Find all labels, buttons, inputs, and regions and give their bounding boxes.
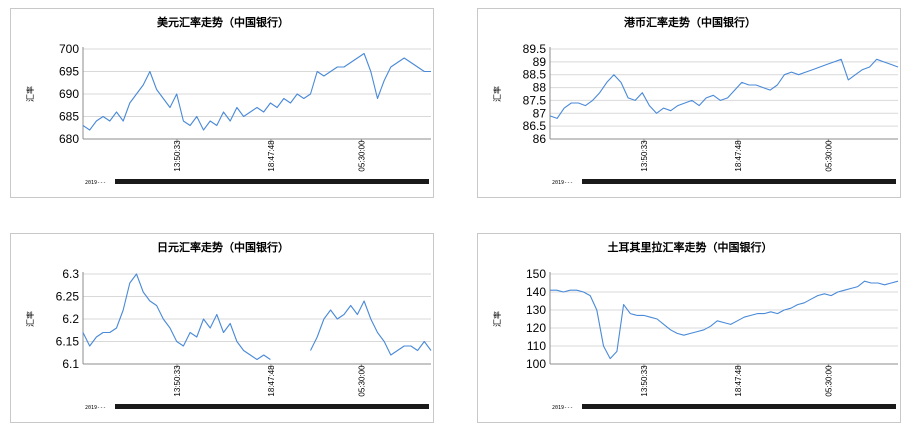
x-crowded-labels-band: [115, 404, 429, 409]
series-line: [550, 280, 899, 360]
y-tick-label: 140: [526, 285, 546, 299]
y-tick-label: 120: [526, 321, 546, 335]
series-line: [82, 52, 431, 131]
y-tick-label: 89.5: [523, 42, 547, 56]
y-tick-label: 89: [533, 55, 547, 69]
chart-title: 土耳其里拉汇率走势（中国银行）: [608, 240, 773, 254]
chart-title: 港币汇率走势（中国银行）: [624, 15, 756, 29]
x-tick-label: 05:30:00: [357, 365, 366, 397]
chart-panel-hkd: 港币汇率走势（中国银行） 86 86.5 87 87.5 88 88.5 89 89.5 汇率 13…: [477, 8, 901, 198]
x-tick-label: 13:50:33: [640, 140, 649, 172]
x-crowded-labels: 2019---: [552, 180, 573, 186]
x-crowded-labels-band: [582, 179, 896, 184]
try-rate-chart: 土耳其里拉汇率走势（中国银行） 100 110 120 130 140 150 汇率 13:50…: [492, 240, 899, 411]
y-tick-label: 110: [527, 339, 546, 353]
y-tick-label: 6.2: [62, 312, 79, 326]
usd-rate-chart: 美元汇率走势（中国银行） 680 685 690 695 700 汇率 13:50:33 18:…: [25, 15, 431, 186]
x-crowded-labels: 2019---: [85, 180, 106, 186]
x-tick-label: 05:30:00: [357, 140, 366, 172]
y-axis-label: 汇率: [492, 86, 502, 102]
y-axis-label: 汇率: [25, 311, 35, 327]
x-crowded-labels: 2019---: [552, 405, 573, 411]
x-tick-label: 13:50:33: [173, 365, 182, 397]
y-tick-label: 6.1: [62, 357, 79, 371]
x-tick-label: 18:47:48: [734, 140, 743, 172]
y-tick-label: 685: [59, 110, 79, 124]
y-tick-label: 88: [533, 81, 547, 95]
y-tick-label: 690: [59, 87, 79, 101]
y-tick-label: 100: [526, 357, 546, 371]
x-tick-label: 05:30:00: [824, 140, 833, 172]
x-tick-label: 18:47:48: [734, 365, 743, 397]
y-tick-label: 6.3: [62, 267, 79, 281]
y-tick-label: 6.25: [56, 290, 80, 304]
x-tick-label: 18:47:48: [267, 140, 276, 172]
x-tick-label: 18:47:48: [267, 365, 276, 397]
y-tick-label: 87.5: [523, 93, 547, 107]
y-tick-label: 86.5: [523, 119, 547, 133]
y-tick-label: 680: [59, 132, 79, 146]
chart-panel-try: 土耳其里拉汇率走势（中国银行） 100 110 120 130 140 150 汇率 13:50…: [477, 233, 901, 423]
chart-panel-jpy: 日元汇率走势（中国银行） 6.1 6.15 6.2 6.25 6.3 汇率 13:50:33 1…: [10, 233, 434, 423]
x-crowded-labels-band: [582, 404, 896, 409]
jpy-rate-chart: 日元汇率走势（中国银行） 6.1 6.15 6.2 6.25 6.3 汇率 13:50:33 1…: [25, 240, 432, 411]
chart-title: 日元汇率走势（中国银行）: [157, 240, 289, 254]
x-crowded-labels-band: [115, 179, 429, 184]
y-tick-label: 700: [59, 42, 79, 56]
x-tick-label: 13:50:33: [640, 365, 649, 397]
y-tick-label: 695: [59, 65, 79, 79]
series-line: [82, 273, 432, 361]
x-tick-label: 05:30:00: [824, 365, 833, 397]
y-tick-label: 86: [533, 132, 547, 146]
y-tick-label: 88.5: [523, 68, 547, 82]
y-axis-label: 汇率: [25, 86, 35, 102]
chart-title: 美元汇率走势（中国银行）: [157, 15, 289, 29]
y-tick-label: 130: [526, 303, 546, 317]
y-axis-label: 汇率: [492, 311, 502, 327]
x-tick-label: 13:50:33: [173, 140, 182, 172]
y-tick-label: 150: [526, 267, 546, 281]
y-tick-label: 6.15: [56, 335, 80, 349]
chart-panel-usd: 美元汇率走势（中国银行） 680 685 690 695 700 汇率 13:50:33 18:…: [10, 8, 434, 198]
series-line: [549, 58, 899, 119]
y-tick-label: 87: [533, 106, 547, 120]
x-crowded-labels: 2019---: [85, 405, 106, 411]
